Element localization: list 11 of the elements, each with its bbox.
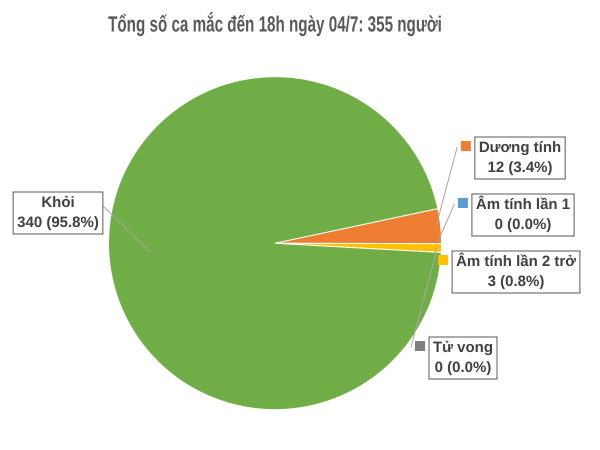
text: 0 (0.0%) [494,216,552,234]
slice-label: Khỏi [41,194,75,212]
data-label: 340 (95.8%) [17,214,99,232]
legend-label: Tử vong [432,339,494,356]
legend-label: Âm tính lần 2 trở [456,252,576,270]
data-label: 3 (0.8%) [488,273,544,290]
legend-label: Âm tính lần 1 [476,195,570,214]
text: 0 (0.0%) [434,359,492,376]
chart-title: Tổng số ca mắc đến 18h ngày 04/7: 355 người [108,11,442,38]
legend-label: Dương tính [478,139,562,156]
data-label: 12 (3.4%) [487,159,553,176]
